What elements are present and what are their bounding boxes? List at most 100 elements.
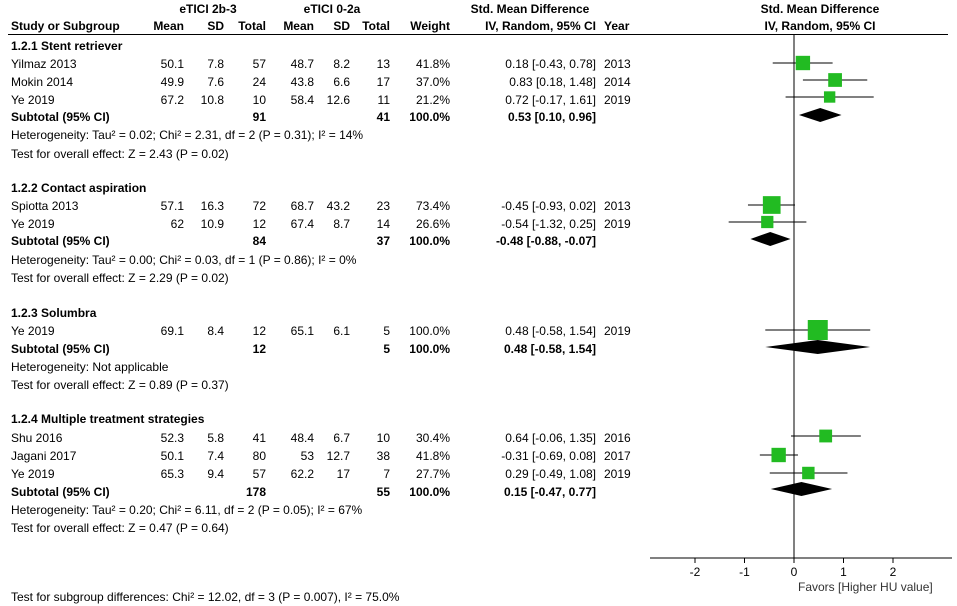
sd1: 7.6 [207, 75, 224, 89]
x-tick-label: 2 [890, 565, 897, 579]
total2: 17 [376, 75, 390, 89]
subtotal-ci: 0.53 [0.10, 0.96] [507, 110, 596, 124]
pooled-diamond [765, 340, 871, 354]
overall-effect: Test for overall effect: Z = 2.43 (P = 0… [11, 147, 229, 161]
weight: 30.4% [415, 431, 450, 445]
header-rule [8, 34, 948, 35]
group-title: 1.2.2 Contact aspiration [11, 181, 147, 195]
subtotal-label: Subtotal (95% CI) [11, 234, 110, 248]
sd1: 7.4 [207, 449, 224, 463]
study-marker [807, 320, 828, 340]
group-title: 1.2.1 Stent retriever [11, 39, 123, 53]
heterogeneity: Heterogeneity: Tau² = 0.00; Chi² = 0.03,… [11, 253, 357, 267]
pooled-diamond [770, 482, 833, 496]
total2: 38 [376, 449, 390, 463]
col-ci: IV, Random, 95% CI [485, 19, 596, 33]
ci: -0.31 [-0.69, 0.08] [501, 449, 596, 463]
study-name: Mokin 2014 [11, 75, 74, 89]
total1: 24 [252, 75, 266, 89]
subtotal-label: Subtotal (95% CI) [11, 485, 110, 499]
sd2: 17 [336, 467, 350, 481]
col-plot-ci: IV, Random, 95% CI [764, 19, 876, 33]
subtotal-label: Subtotal (95% CI) [11, 110, 110, 124]
pooled-diamond [750, 232, 791, 246]
col-sd1: SD [207, 19, 224, 33]
sd1: 5.8 [207, 431, 224, 445]
study-marker [761, 215, 774, 229]
subtotal-label: Subtotal (95% CI) [11, 342, 110, 356]
mean2: 43.8 [290, 75, 314, 89]
ci: 0.64 [-0.06, 1.35] [505, 431, 596, 445]
subtotal-ci: 0.15 [-0.47, 0.77] [503, 485, 596, 499]
study-name: Ye 2019 [11, 324, 55, 338]
mean2: 53 [300, 449, 314, 463]
subtotal-total2: 41 [376, 110, 390, 124]
weight: 27.7% [415, 467, 450, 481]
sd2: 8.2 [333, 57, 350, 71]
mean2: 68.7 [290, 199, 314, 213]
weight: 21.2% [415, 93, 450, 107]
sd1: 7.8 [207, 57, 224, 71]
study-marker [823, 91, 836, 103]
year: 2019 [604, 93, 631, 107]
subtotal-ci: -0.48 [-0.88, -0.07] [495, 234, 596, 248]
group-title: 1.2.4 Multiple treatment strategies [11, 412, 205, 426]
total2: 10 [376, 431, 390, 445]
study-name: Ye 2019 [11, 217, 55, 231]
subtotal-weight: 100.0% [409, 342, 450, 356]
weight: 73.4% [415, 199, 450, 213]
sd2: 6.7 [333, 431, 350, 445]
study-name: Yilmaz 2013 [11, 57, 77, 71]
subtotal-weight: 100.0% [409, 234, 450, 248]
subtotal-total1: 91 [252, 110, 266, 124]
effect-title: Std. Mean Difference [470, 2, 590, 16]
col-mean1: Mean [153, 19, 184, 33]
total1: 41 [252, 431, 266, 445]
year: 2013 [604, 57, 631, 71]
total2: 13 [376, 57, 390, 71]
x-tick-label: 0 [791, 565, 798, 579]
col-total2: Total [362, 19, 390, 33]
x-tick-label: -2 [690, 565, 701, 579]
total2: 23 [376, 199, 390, 213]
sd1: 10.9 [200, 217, 224, 231]
weight: 26.6% [415, 217, 450, 231]
study-marker [771, 447, 786, 463]
total2: 5 [383, 324, 390, 338]
study-name: Ye 2019 [11, 467, 55, 481]
subtotal-total2: 55 [376, 485, 390, 499]
sd2: 12.6 [326, 93, 350, 107]
mean1: 52.3 [160, 431, 184, 445]
subtotal-total2: 37 [376, 234, 390, 248]
col-mean2: Mean [283, 19, 314, 33]
mean2: 58.4 [290, 93, 314, 107]
subtotal-total1: 84 [252, 234, 266, 248]
study-name: Ye 2019 [11, 93, 55, 107]
col-year: Year [604, 19, 630, 33]
group2-header: eTICI 0-2a [303, 2, 361, 16]
weight: 41.8% [415, 57, 450, 71]
year: 2016 [604, 431, 631, 445]
ci: 0.72 [-0.17, 1.61] [505, 93, 596, 107]
sd2: 6.6 [333, 75, 350, 89]
col-sd2: SD [333, 19, 350, 33]
subtotal-weight: 100.0% [409, 485, 450, 499]
weight: 100.0% [409, 324, 450, 338]
mean1: 62 [170, 217, 184, 231]
mean2: 67.4 [290, 217, 314, 231]
pooled-diamond [798, 108, 842, 122]
col-weight: Weight [410, 19, 450, 33]
sd1: 9.4 [207, 467, 224, 481]
mean1: 57.1 [160, 199, 184, 213]
study-marker [802, 466, 815, 480]
study-marker [795, 55, 811, 71]
total2: 7 [383, 467, 390, 481]
mean1: 49.9 [160, 75, 184, 89]
mean2: 48.7 [290, 57, 314, 71]
mean2: 62.2 [290, 467, 314, 481]
mean1: 67.2 [160, 93, 184, 107]
total1: 57 [252, 467, 266, 481]
overall-effect: Test for overall effect: Z = 2.29 (P = 0… [11, 271, 229, 285]
